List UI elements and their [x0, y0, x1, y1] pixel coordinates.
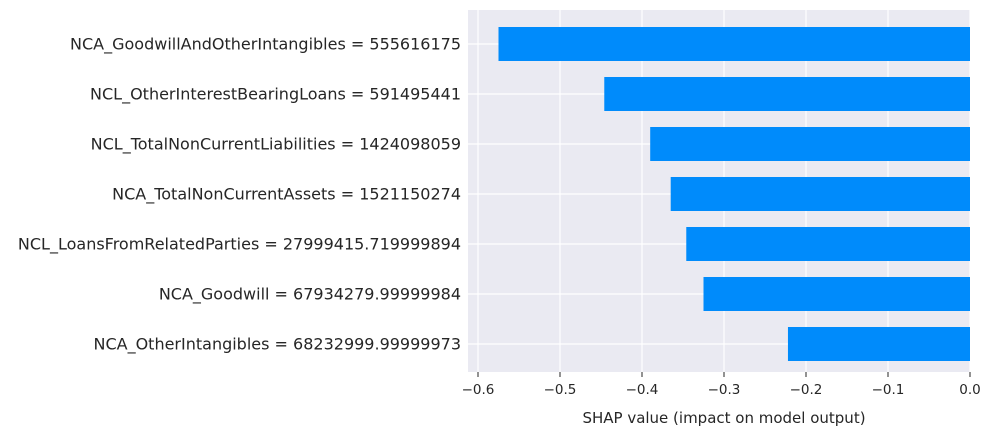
bar-5 [703, 277, 970, 311]
x-tick-label-4: −0.2 [790, 382, 823, 398]
x-tick-label-6: 0.0 [959, 382, 980, 398]
x-axis-ticks: −0.6 −0.5 −0.4 −0.3 −0.2 −0.1 0.0 [462, 372, 981, 398]
bar-2 [650, 127, 970, 161]
bars [498, 27, 970, 361]
x-axis-title: SHAP value (impact on model output) [582, 409, 865, 427]
x-tick-label-5: −0.1 [872, 382, 905, 398]
category-label-6: NCA_OtherIntangibles = 68232999.99999973 [93, 335, 461, 355]
bar-4 [686, 227, 970, 261]
category-label-0: NCA_GoodwillAndOtherIntangibles = 555616… [70, 35, 461, 55]
category-label-3: NCA_TotalNonCurrentAssets = 1521150274 [112, 185, 461, 205]
category-label-4: NCL_LoansFromRelatedParties = 27999415.7… [18, 235, 461, 255]
category-labels: NCA_GoodwillAndOtherIntangibles = 555616… [18, 35, 461, 355]
category-label-5: NCA_Goodwill = 67934279.99999984 [159, 285, 461, 305]
bar-0 [498, 27, 970, 61]
x-tick-label-0: −0.6 [462, 382, 495, 398]
category-label-2: NCL_TotalNonCurrentLiabilities = 1424098… [91, 135, 461, 155]
x-tick-label-2: −0.4 [626, 382, 659, 398]
bar-1 [604, 77, 970, 111]
bar-6 [787, 327, 970, 361]
category-label-1: NCL_OtherInterestBearingLoans = 59149544… [90, 85, 461, 105]
x-tick-label-3: −0.3 [708, 382, 741, 398]
bar-3 [670, 177, 970, 211]
x-tick-label-1: −0.5 [544, 382, 577, 398]
